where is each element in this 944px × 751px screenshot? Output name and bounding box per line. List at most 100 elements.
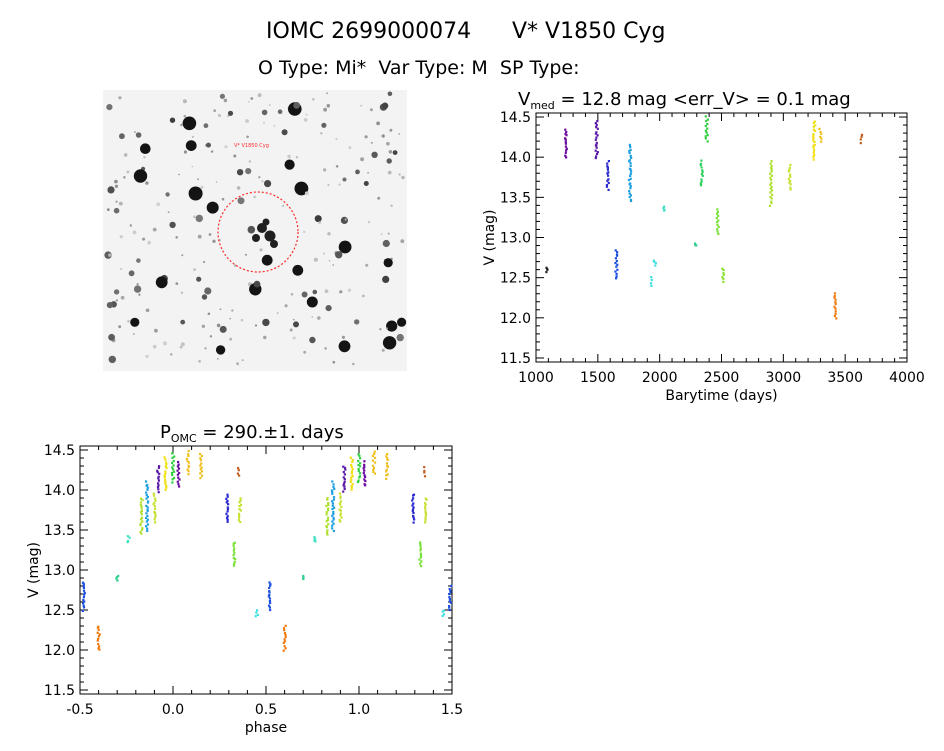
sky-star [355, 169, 360, 175]
data-point [145, 525, 148, 528]
data-point [156, 471, 159, 474]
data-point [158, 465, 161, 468]
y-tick-label: 12.5 [44, 603, 75, 619]
data-point [770, 160, 773, 163]
data-point [419, 541, 422, 544]
sky-star [219, 93, 225, 99]
data-point [172, 476, 176, 480]
data-point [629, 146, 632, 149]
data-point [594, 138, 597, 141]
data-point [629, 187, 632, 190]
data-point [358, 475, 362, 478]
data-point [340, 516, 343, 519]
data-point [233, 547, 236, 550]
data-point [187, 454, 190, 457]
data-point [449, 589, 452, 592]
data-point [339, 512, 342, 515]
data-point [331, 480, 334, 483]
data-point [616, 254, 619, 257]
data-point [411, 499, 414, 502]
data-point [226, 520, 229, 523]
data-point [564, 142, 567, 145]
data-point [325, 525, 328, 528]
data-point [629, 177, 632, 180]
sky-star [175, 236, 178, 239]
sky-star [123, 153, 128, 157]
data-point [239, 499, 242, 502]
data-point [256, 609, 259, 612]
sky-star [365, 263, 369, 267]
sky-star [248, 101, 250, 103]
data-point [226, 499, 229, 503]
data-point [419, 562, 422, 565]
data-point [177, 476, 180, 479]
sky-star [213, 109, 217, 112]
data-point [325, 504, 328, 507]
data-point [704, 115, 707, 118]
sky-star [388, 150, 393, 154]
data-point [412, 521, 415, 524]
data-point [833, 314, 836, 318]
data-point [789, 163, 792, 166]
data-point [171, 456, 174, 459]
x-tick-label: 1000 [518, 370, 554, 386]
sky-star [136, 283, 139, 286]
data-point [331, 492, 334, 495]
data-point [385, 455, 388, 458]
data-point [284, 635, 287, 639]
sky-star [381, 102, 389, 110]
data-point [331, 500, 334, 503]
data-point [283, 640, 286, 643]
sky-star [304, 191, 309, 196]
data-point [722, 273, 725, 276]
data-point [340, 505, 343, 509]
data-point [146, 486, 149, 489]
sky-star [396, 333, 404, 342]
data-point [283, 645, 286, 648]
data-point [269, 601, 272, 604]
data-point [363, 478, 366, 481]
data-point [813, 120, 816, 123]
sky-star [106, 208, 110, 212]
sky-star [180, 319, 186, 325]
sky-star [246, 135, 249, 139]
data-point [187, 449, 190, 453]
data-point [141, 528, 144, 531]
data-point [268, 594, 271, 597]
data-point [199, 459, 202, 462]
data-point [128, 536, 131, 539]
data-point [770, 189, 774, 192]
data-point [371, 464, 375, 467]
sky-star [204, 347, 207, 350]
data-point [606, 166, 609, 169]
sky-star [253, 280, 261, 288]
data-point [386, 464, 389, 467]
data-point [769, 191, 772, 194]
data-point [313, 539, 316, 542]
data-point [813, 143, 816, 147]
sky-star [332, 264, 335, 266]
sky-star [209, 335, 213, 338]
data-point [607, 178, 610, 181]
data-point [164, 458, 167, 461]
sky-star [277, 109, 283, 114]
sky-star [257, 223, 267, 233]
data-point [373, 452, 376, 455]
data-point [789, 173, 792, 176]
data-point [630, 156, 633, 160]
sky-star [197, 234, 202, 239]
data-point [362, 467, 365, 470]
data-point [770, 197, 773, 200]
data-point [331, 491, 334, 494]
y-tick-label: 14.0 [44, 483, 75, 499]
sky-star [126, 170, 130, 174]
data-point [144, 480, 148, 483]
sky-star [188, 186, 203, 201]
data-point [331, 507, 334, 511]
y-tick-label: 13.0 [44, 563, 75, 579]
data-point [325, 520, 328, 523]
data-point [615, 275, 618, 278]
sky-star [227, 115, 230, 117]
x-tick-label: -0.5 [66, 702, 93, 718]
data-point [615, 253, 619, 256]
